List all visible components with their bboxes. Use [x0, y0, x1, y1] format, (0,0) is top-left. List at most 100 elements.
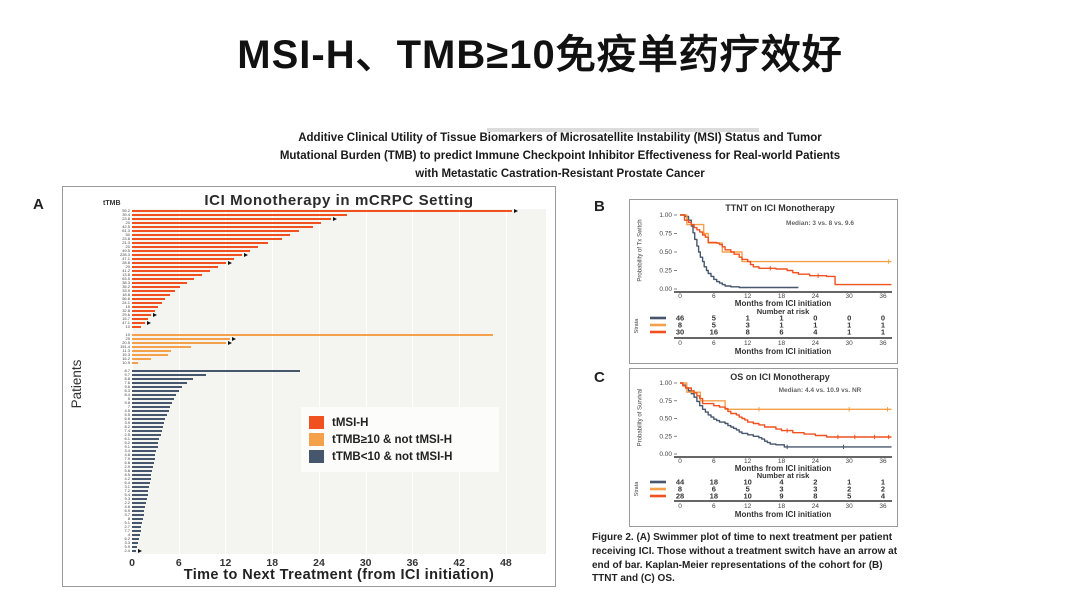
km-x-tick-label: 24 [812, 458, 820, 465]
tmb-value-label: 33.9 [122, 288, 130, 293]
ttnt-km-panel: 1.00 0.75 0.50 0.25 0.00 0 6 12 18 24 30 36 46 5 1 1 0 0 0… [629, 199, 898, 364]
tmb-value-label: 9.7 [124, 372, 130, 377]
risk-count: 1 [746, 314, 750, 323]
tmb-value-label: 8.8 [124, 376, 130, 381]
swimmer-row: 23.8 [122, 237, 546, 241]
tmb-value-label: 6.3 [124, 388, 130, 393]
tmb-value-label: 15 [125, 304, 130, 309]
tmb-value-label: 49.5 [122, 248, 130, 253]
risk-count: 5 [712, 321, 716, 330]
km-y-tick-label: 1.00 [659, 380, 672, 387]
tmb-value-label: 16.2 [122, 356, 130, 361]
swimmer-bar [132, 393, 177, 397]
tmb-value-label: 5.4 [124, 492, 130, 497]
swimmer-row: 6.6 [124, 417, 546, 421]
legend-label-tmb-low: tTMB<10 & not tMSI-H [332, 450, 453, 463]
swimmer-row: 10 [126, 333, 546, 337]
risk-count: 1 [813, 321, 817, 330]
risk-count: 3 [779, 485, 783, 494]
swimmer-row: 23.8 [122, 217, 546, 221]
ttnt-title: TTNT on ICI Monotherapy [725, 203, 835, 213]
swimmer-bar [132, 521, 143, 525]
tmb-value-label: 47.1 [122, 320, 130, 325]
swimmer-row: 15.7 [122, 317, 546, 321]
risk-count: 46 [676, 314, 684, 323]
paper-title-line-2: Mutational Burden (TMB) to predict Immun… [279, 149, 841, 162]
swimmer-bar [132, 237, 283, 241]
tmb-value-label: 6.4 [124, 480, 130, 485]
tmb-value-label: 6.8 [124, 460, 130, 465]
tmb-value-label: 6.1 [124, 436, 130, 441]
swimmer-row: 3.3 [124, 541, 546, 545]
swimmer-bar [132, 225, 313, 229]
risk-count: 4 [813, 328, 818, 337]
swimmer-x-tick-label: 48 [500, 557, 512, 569]
tmb-value-label: 21.3 [122, 240, 130, 245]
figure-caption-prefix: Figure 2. [592, 532, 634, 543]
risk-count: 3 [746, 321, 750, 330]
swimmer-row: 15 [126, 305, 546, 309]
risk-count: 5 [847, 492, 851, 501]
legend-item-tmb-high: tTMB≥10 & not tMSI-H [309, 431, 491, 448]
swimmer-x-tick-label: 24 [313, 557, 325, 569]
tmb-value-label: 10 [125, 332, 130, 337]
os-risk-x-axis-label: Months from ICI initiation [734, 510, 832, 519]
swimmer-bar [132, 501, 147, 505]
tmb-value-label: 32.8 [122, 308, 130, 313]
swimmer-bar [132, 525, 142, 529]
swimmer-row: 4 [128, 533, 546, 537]
swimmer-x-axis-label: Time to Next Treatment (from ICI initiat… [183, 567, 495, 583]
swimmer-plot-area: 59.2 39.4 23.8 20 42.5 61.3 50 23.8 21.3 20 49.5 22… [120, 209, 546, 554]
swimmer-row: 6.4 [124, 481, 546, 485]
tmb-value-label: 29.6 [122, 312, 130, 317]
swimmer-row: 5.1 [124, 521, 546, 525]
swimmer-bar [132, 505, 146, 509]
panel-c-label: C [594, 369, 605, 386]
swimmer-row: 228.3 [120, 253, 546, 257]
swimmer-bar [132, 373, 206, 377]
swimmer-row: 8.7 [124, 369, 546, 373]
km-x-tick-label: 12 [744, 458, 752, 465]
risk-count: 0 [847, 314, 851, 323]
risk-count: 18 [710, 492, 718, 501]
risk-count: 6 [712, 485, 716, 494]
ongoing-treatment-arrow-icon [137, 549, 142, 553]
swimmer-row: 32.8 [122, 309, 546, 313]
tmb-value-label: 10 [125, 324, 130, 329]
km-x-tick-label: 18 [778, 458, 786, 465]
swimmer-row: 9.8 [124, 401, 546, 405]
swimmer-bar [132, 417, 166, 421]
tmb-value-label: 25 [125, 336, 130, 341]
os-median-annotation: Median: 4.4 vs. 10.9 vs. NR [778, 387, 862, 394]
swimmer-row: 6.8 [124, 461, 546, 465]
swimmer-row: 38.3 [122, 281, 546, 285]
ongoing-treatment-arrow-icon [153, 313, 158, 317]
swimmer-row: 61.3 [122, 229, 546, 233]
ttnt-risk-table-title: Number at risk [756, 307, 810, 316]
panel-b-label: B [594, 198, 605, 215]
tmb-value-label: 18.8 [122, 292, 130, 297]
swimmer-x-tick-label: 42 [453, 557, 466, 569]
swimmer-row: 6.2 [124, 537, 546, 541]
km-x-tick-label: 6 [712, 293, 716, 300]
swimmer-row: 29.6 [122, 313, 546, 317]
tmb-value-label: 23.8 [122, 236, 130, 241]
risk-count: 9 [779, 492, 783, 501]
swimmer-bar [132, 337, 231, 341]
tmb-value-label: 228.3 [119, 252, 130, 257]
risk-count: 8 [678, 485, 682, 494]
tmb-value-label: 3.9 [124, 420, 130, 425]
tmb-value-label: 2.4 [124, 548, 130, 553]
swimmer-row: 59.2 [122, 209, 546, 213]
swimmer-bar [132, 245, 259, 249]
tmb-value-label: 13.8 [122, 272, 130, 277]
swimmer-bar [132, 457, 155, 461]
risk-count: 4 [779, 478, 784, 487]
risk-count: 1 [881, 328, 885, 337]
swimmer-row: 3.9 [124, 421, 546, 425]
risk-count: 0 [881, 314, 885, 323]
swimmer-bar [132, 425, 164, 429]
risk-x-tick-label: 0 [678, 340, 682, 347]
tmb-value-label: 15.7 [122, 316, 130, 321]
